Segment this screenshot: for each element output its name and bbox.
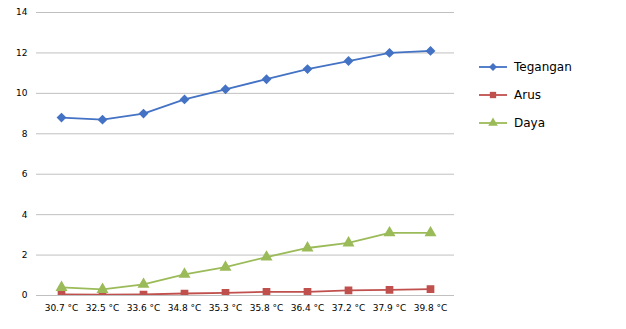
html-text:Daya: Daya [514,116,546,130]
svg-text:10: 10 [16,88,28,98]
svg-text:35.8 °C: 35.8 °C [250,303,284,313]
svg-text:6: 6 [22,169,28,179]
svg-text:30.7 °C: 30.7 °C [45,303,79,313]
svg-text:0: 0 [22,290,28,300]
svg-text:37.9 °C: 37.9 °C [373,303,407,313]
svg-text:37.2 °C: 37.2 °C [332,303,366,313]
svg-text:35.3 °C: 35.3 °C [209,303,243,313]
svg-text:32.5 °C: 32.5 °C [86,303,120,313]
svg-text:36.4 °C: 36.4 °C [291,303,325,313]
html-text:Tegangan: Tegangan [514,60,572,74]
html-text:Arus: Arus [514,88,541,102]
svg-text:34.8 °C: 34.8 °C [168,303,202,313]
svg-text:4: 4 [22,210,28,220]
svg-text:33.6 °C: 33.6 °C [127,303,161,313]
svg-text:39.8 °C: 39.8 °C [414,303,448,313]
svg-text:14: 14 [16,7,28,17]
svg-text:8: 8 [22,129,28,139]
svg-text:2: 2 [22,250,28,260]
svg-text:12: 12 [16,48,27,58]
